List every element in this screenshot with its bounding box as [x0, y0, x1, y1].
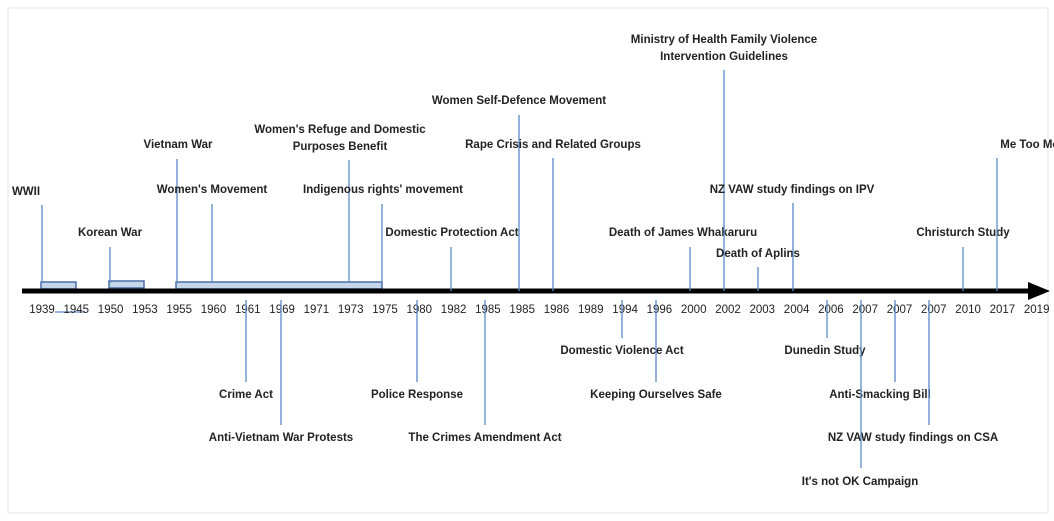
- event-label: Korean War: [78, 227, 143, 239]
- period-bar: [108, 280, 145, 289]
- year-label: 1985: [509, 304, 535, 316]
- event-label: Crime Act: [219, 389, 273, 401]
- year-label: 2007: [921, 304, 947, 316]
- year-label: 1961: [235, 304, 261, 316]
- year-label: 1950: [98, 304, 124, 316]
- event-label: Women's Movement: [157, 184, 268, 196]
- frame: [7, 7, 1049, 514]
- event-label: Dunedin Study: [784, 345, 866, 357]
- year-label: 2002: [715, 304, 741, 316]
- event-label: Women's Refuge and Domestic: [254, 124, 426, 136]
- period-bar: [175, 281, 383, 290]
- event-label: Keeping Ourselves Safe: [590, 389, 722, 401]
- year-label: 1945: [64, 304, 90, 316]
- event-label: Death of James Whakaruru: [609, 227, 757, 239]
- year-label: 1980: [407, 304, 433, 316]
- period-bar: [40, 281, 77, 290]
- year-label: 1939: [29, 304, 55, 316]
- year-label: 1989: [578, 304, 604, 316]
- event-label: WWII: [12, 186, 40, 198]
- event-label: Anti-Smacking Bill: [829, 389, 931, 401]
- event-label: Rape Crisis and Related Groups: [465, 139, 641, 151]
- event-label: NZ VAW study findings on CSA: [828, 432, 998, 444]
- event-label: Intervention Guidelines: [660, 51, 788, 63]
- year-label: 2007: [887, 304, 913, 316]
- year-label: 1975: [372, 304, 398, 316]
- year-label: 2017: [990, 304, 1016, 316]
- year-label: 2000: [681, 304, 707, 316]
- year-label: 1985: [475, 304, 501, 316]
- event-label: The Crimes Amendment Act: [408, 432, 561, 444]
- event-label: Vietnam War: [143, 139, 213, 151]
- event-label: NZ VAW study findings on IPV: [710, 184, 875, 196]
- event-label: Women Self-Defence Movement: [432, 95, 606, 107]
- event-label: Police Response: [371, 389, 463, 401]
- event-label: Domestic Protection Act: [385, 227, 518, 239]
- event-label: Me Too Movement: [1000, 139, 1054, 151]
- year-label: 2019: [1024, 304, 1050, 316]
- year-label: 2006: [818, 304, 844, 316]
- year-label: 1973: [338, 304, 364, 316]
- event-label: Death of Aplins: [716, 248, 800, 260]
- year-label: 1955: [166, 304, 192, 316]
- year-label: 2003: [750, 304, 776, 316]
- year-label: 2010: [955, 304, 981, 316]
- event-label: Ministry of Health Family Violence: [631, 34, 817, 46]
- event-label: Christurch Study: [916, 227, 1010, 239]
- year-label: 1982: [441, 304, 467, 316]
- year-label: 1960: [201, 304, 227, 316]
- event-label: It's not OK Campaign: [802, 476, 918, 488]
- year-label: 2007: [852, 304, 878, 316]
- event-label: Purposes Benefit: [293, 141, 388, 153]
- year-label: 1969: [269, 304, 295, 316]
- year-label: 1994: [612, 304, 638, 316]
- year-label: 1953: [132, 304, 158, 316]
- event-label: Indigenous rights' movement: [303, 184, 463, 196]
- year-label: 1986: [544, 304, 570, 316]
- axis-arrow: [1028, 282, 1050, 300]
- year-label: 1971: [304, 304, 330, 316]
- event-label: Domestic Violence Act: [560, 345, 684, 357]
- year-label: 2004: [784, 304, 810, 316]
- event-label: Anti-Vietnam War Protests: [209, 432, 353, 444]
- year-label: 1996: [647, 304, 673, 316]
